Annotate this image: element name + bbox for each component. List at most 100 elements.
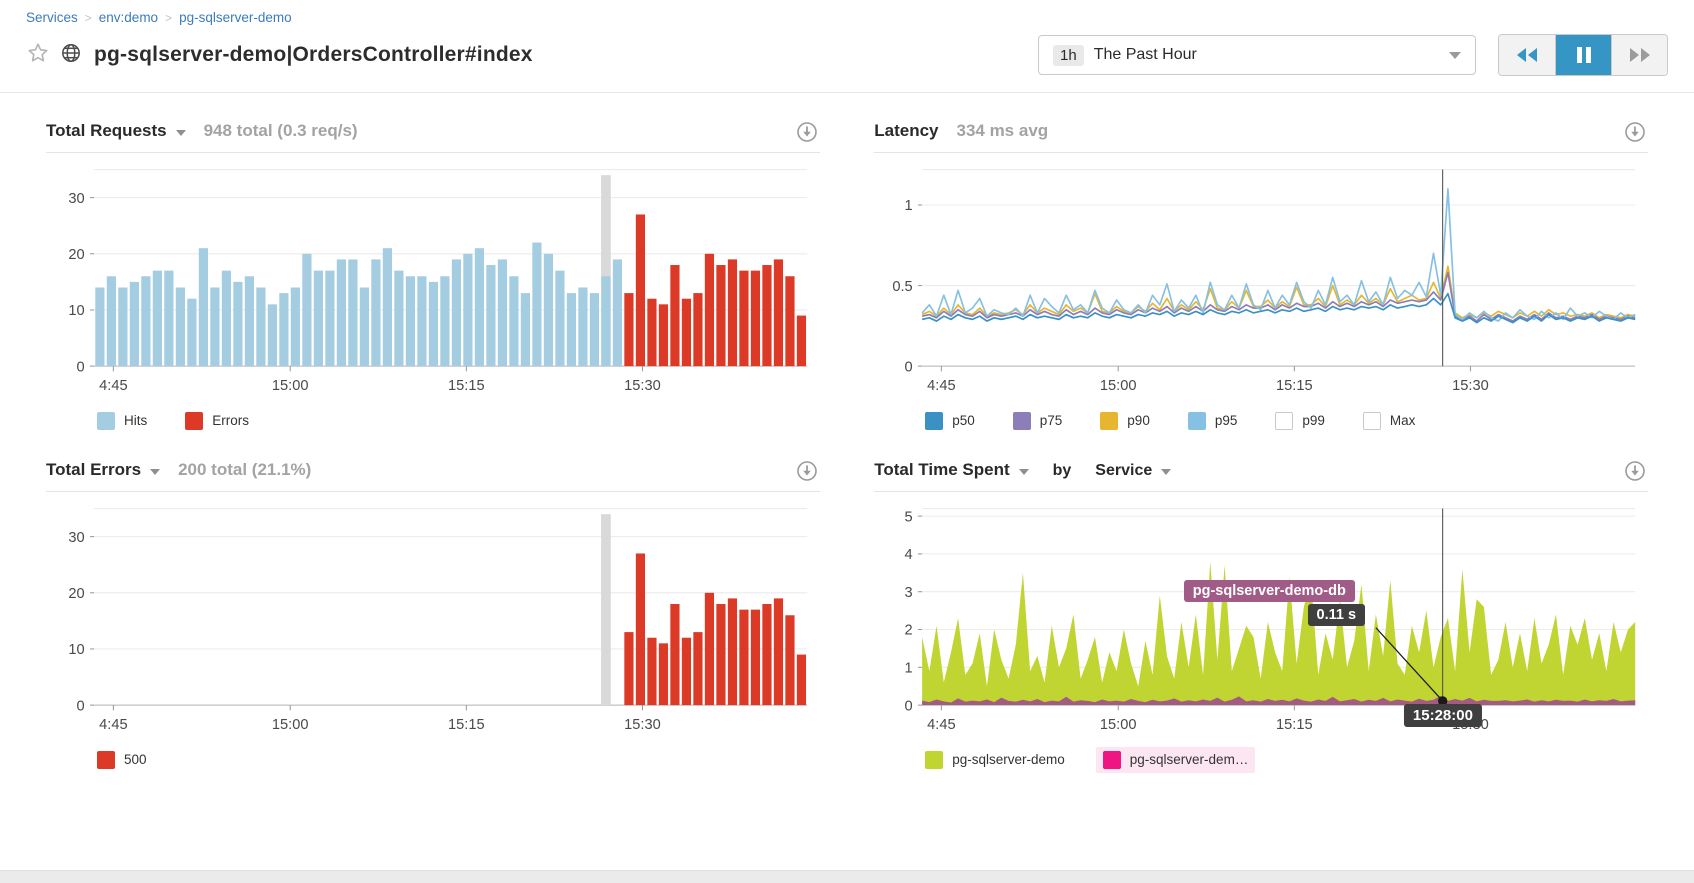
- latency-title: Latency: [874, 121, 939, 140]
- legend-label: pg-sqlserver-dem…: [1129, 752, 1249, 768]
- panel-latency: Latency 334 ms avg 0 0.5 1 4:45 15:00 15:15 15…: [874, 121, 1648, 434]
- svg-text:0: 0: [905, 698, 913, 714]
- panel-total-errors: Total Errors 200 total (21.1%) 0 10 20 30 4:…: [46, 460, 820, 773]
- legend-label: 500: [124, 752, 147, 768]
- legend-swatch: [1012, 411, 1031, 430]
- legend-item[interactable]: p50: [918, 408, 982, 434]
- svg-text:15:00: 15:00: [272, 717, 309, 733]
- svg-text:4:45: 4:45: [99, 717, 127, 733]
- breadcrumb-link-service[interactable]: pg-sqlserver-demo: [179, 10, 292, 25]
- chevron-down-icon[interactable]: [1018, 468, 1029, 475]
- breadcrumb-link-services[interactable]: Services: [26, 10, 78, 25]
- legend-item[interactable]: pg-sqlserver-demo: [918, 747, 1072, 773]
- tooltip-service-badge: pg-sqlserver-demo-db: [1183, 580, 1355, 602]
- legend-label: p95: [1214, 413, 1238, 429]
- legend-swatch: [97, 750, 115, 769]
- svg-text:20: 20: [68, 247, 84, 263]
- svg-text:10: 10: [68, 303, 84, 319]
- svg-text:15:30: 15:30: [624, 378, 661, 394]
- legend-item[interactable]: pg-sqlserver-dem…: [1095, 746, 1256, 773]
- chevron-down-icon[interactable]: [150, 468, 161, 475]
- pause-icon: [1576, 47, 1591, 63]
- page-title: pg-sqlserver-demo|OrdersController#index: [94, 43, 533, 66]
- legend-label: p75: [1039, 413, 1063, 429]
- export-button[interactable]: [796, 460, 818, 485]
- legend-item[interactable]: p95: [1181, 408, 1245, 434]
- charts-grid: Total Requests 948 total (0.3 req/s) 0 10…: [0, 93, 1694, 799]
- fast-forward-icon: [1629, 48, 1650, 62]
- svg-text:0: 0: [905, 359, 913, 375]
- star-icon[interactable]: [26, 41, 50, 70]
- pause-button[interactable]: [1555, 35, 1611, 75]
- svg-text:3: 3: [905, 585, 913, 601]
- svg-text:0: 0: [77, 359, 85, 375]
- export-button[interactable]: [1624, 460, 1646, 485]
- export-button[interactable]: [1624, 121, 1646, 146]
- export-button[interactable]: [796, 121, 818, 146]
- bottom-strip: [0, 870, 1694, 883]
- legend-label: p50: [952, 413, 975, 429]
- chevron-down-icon[interactable]: [1161, 468, 1172, 475]
- total-requests-summary: 948 total (0.3 req/s): [203, 121, 358, 140]
- svg-text:20: 20: [68, 586, 84, 602]
- timeframe-label: The Past Hour: [1093, 46, 1197, 63]
- legend-item[interactable]: p99: [1268, 408, 1332, 434]
- latency-summary: 334 ms avg: [956, 121, 1049, 140]
- legend-swatch: [1187, 411, 1206, 430]
- total-errors-title[interactable]: Total Errors: [46, 459, 142, 479]
- legend-item[interactable]: Errors: [178, 408, 256, 434]
- download-icon: [796, 122, 817, 142]
- svg-text:15:00: 15:00: [1100, 378, 1137, 394]
- legend-label: Hits: [124, 413, 148, 429]
- by-label: by: [1052, 461, 1072, 479]
- total-requests-title[interactable]: Total Requests: [46, 121, 167, 140]
- legend-swatch: [925, 750, 944, 769]
- total-time-spent-title[interactable]: Total Time Spent: [874, 459, 1010, 479]
- legend-swatch: [1362, 411, 1381, 430]
- legend-label: Errors: [212, 413, 249, 429]
- legend-item[interactable]: Max: [1356, 408, 1423, 434]
- legend-label: p90: [1127, 413, 1150, 429]
- breadcrumb-link-env[interactable]: env:demo: [98, 10, 159, 25]
- breadcrumb-separator: >: [84, 11, 92, 25]
- svg-text:15:00: 15:00: [1100, 717, 1137, 733]
- svg-text:1: 1: [905, 660, 913, 676]
- legend-swatch: [185, 411, 204, 430]
- rewind-button[interactable]: [1499, 35, 1555, 75]
- legend-swatch: [1100, 411, 1119, 430]
- svg-text:4:45: 4:45: [927, 378, 955, 394]
- download-icon: [1625, 122, 1645, 142]
- fast-forward-button[interactable]: [1611, 35, 1667, 75]
- legend-label: p99: [1302, 413, 1325, 429]
- legend-item[interactable]: Hits: [90, 408, 154, 434]
- svg-text:15:30: 15:30: [1452, 378, 1489, 394]
- svg-text:4:45: 4:45: [99, 378, 127, 394]
- legend-swatch: [1275, 411, 1294, 430]
- svg-text:30: 30: [68, 191, 84, 207]
- legend-item[interactable]: p75: [1006, 408, 1070, 434]
- timeframe-dropdown[interactable]: 1h The Past Hour: [1038, 35, 1476, 75]
- download-icon: [796, 461, 817, 481]
- legend-swatch: [925, 411, 944, 430]
- page-header: Services > env:demo > pg-sqlserver-demo pg-s…: [0, 0, 1694, 93]
- svg-text:15:30: 15:30: [624, 717, 661, 733]
- time-scrub-controls: [1498, 34, 1668, 76]
- svg-text:15:00: 15:00: [272, 378, 309, 394]
- total-errors-summary: 200 total (21.1%): [178, 459, 312, 479]
- timeframe-badge: 1h: [1053, 44, 1084, 66]
- total-time-spent-legend: pg-sqlserver-demo pg-sqlserver-dem…: [918, 746, 1648, 773]
- svg-text:15:15: 15:15: [1276, 717, 1313, 733]
- legend-label: pg-sqlserver-demo: [952, 752, 1065, 768]
- legend-item[interactable]: 500: [90, 747, 154, 773]
- latency-chart[interactable]: 0 0.5 1 4:45 15:00 15:15 15:30: [874, 157, 1648, 408]
- total-errors-chart[interactable]: 0 10 20 30 4:45 15:00 15:15 15:30: [46, 496, 820, 747]
- svg-text:10: 10: [68, 642, 84, 658]
- legend-item[interactable]: p90: [1093, 408, 1157, 434]
- group-by-service[interactable]: Service: [1095, 461, 1153, 479]
- chevron-down-icon[interactable]: [175, 130, 186, 136]
- total-requests-legend: Hits Errors: [90, 408, 820, 434]
- panel-total-requests: Total Requests 948 total (0.3 req/s) 0 10…: [46, 121, 820, 434]
- svg-text:0: 0: [77, 698, 85, 714]
- total-requests-chart[interactable]: 0 10 20 30 4:45 15:00 15:15 15:30: [46, 157, 820, 408]
